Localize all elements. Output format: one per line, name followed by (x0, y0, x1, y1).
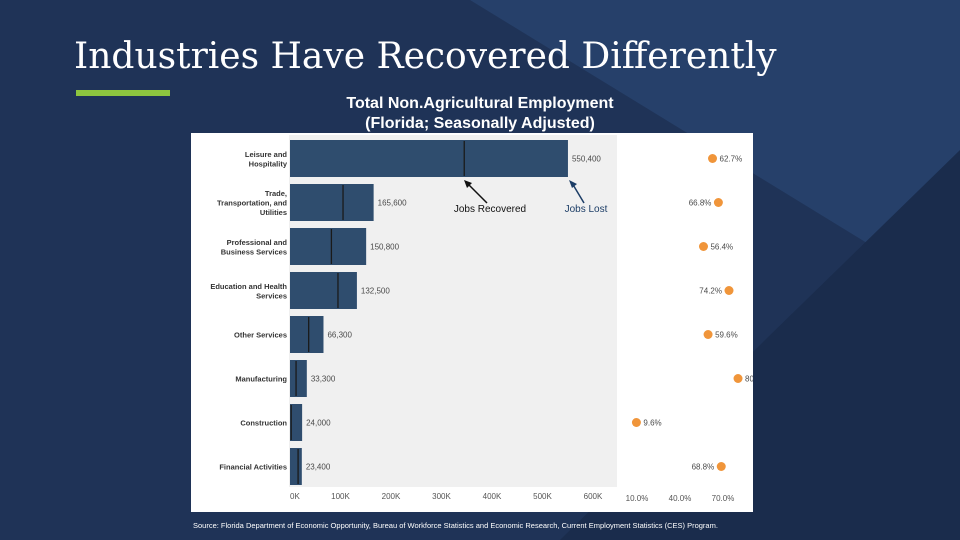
bars-layer (290, 140, 568, 485)
x-tick-label-1: 100K (331, 492, 350, 501)
category-label-0-1: Hospitality (249, 159, 288, 168)
category-label-1-0: Trade, (265, 189, 287, 198)
rate-tick-label-2: 70.0% (712, 494, 735, 503)
recovery-rate-label-2: 56.4% (710, 243, 733, 252)
bar-value-label-6: 24,000 (306, 419, 331, 428)
category-label-1-2: Utilities (260, 208, 287, 217)
bar-jobs-lost-4 (290, 316, 324, 353)
bar-value-label-7: 23,400 (306, 463, 331, 472)
x-tick-label-5: 500K (533, 492, 552, 501)
category-label-3-0: Education and Health (210, 282, 287, 291)
bar-jobs-lost-6 (290, 404, 303, 441)
recovery-rate-dot-0 (708, 154, 718, 163)
title-accent-bar (76, 90, 170, 96)
category-label-1-1: Transportation, and (217, 199, 287, 208)
recovery-rate-dot-6 (631, 418, 641, 427)
recovery-rate-dot-5 (733, 374, 743, 383)
category-label-3-1: Services (256, 291, 287, 300)
recovery-rate-label-3: 74.2% (699, 287, 722, 296)
recovery-rate-label-4: 59.6% (715, 331, 738, 340)
recovery-rate-dot-1 (713, 198, 723, 207)
category-label-5-0: Manufacturing (235, 375, 287, 384)
recovery-rate-label-6: 9.6% (643, 419, 661, 428)
jobs-recovered-arrow (466, 182, 488, 204)
slide-title: Industries Have Recovered Differently (74, 36, 777, 77)
jobs-recovered-arrowhead (464, 180, 472, 188)
bar-value-label-2: 150,800 (370, 243, 399, 252)
bar-value-label-0: 550,400 (572, 155, 601, 164)
source-note: Source: Florida Department of Economic O… (193, 521, 718, 530)
jobs-recovered-label: Jobs Recovered (454, 204, 526, 215)
category-label-4-0: Other Services (234, 331, 287, 340)
bar-jobs-lost-5 (290, 360, 307, 397)
chart-title-line-2: (Florida; Seasonally Adjusted) (365, 115, 595, 132)
x-tick-label-3: 300K (432, 492, 451, 501)
recovery-rate-dot-4 (703, 330, 713, 339)
x-tick-label-6: 600K (584, 492, 603, 501)
rate-tick-label-1: 40.0% (669, 494, 692, 503)
chart-title: Total Non.Agricultural Employment (Flori… (300, 94, 660, 134)
category-label-2-1: Business Services (221, 247, 287, 256)
chart-panel: 550,400 Leisure and Hospitality 165,600 Trad… (191, 133, 753, 512)
recovery-rate-dot-2 (698, 242, 708, 251)
jobs-lost-arrowhead (569, 180, 577, 188)
recovery-rate-dots: 62.7% 66.8% 56.4% 74.2% 59.6% 80.5% 9.6% 68.8% (631, 154, 753, 472)
category-label-7-0: Financial Activities (219, 463, 287, 472)
category-label-6-0: Construction (240, 419, 287, 428)
bar-value-label-4: 66,300 (327, 331, 352, 340)
jobs-lost-label: Jobs Lost (565, 204, 608, 215)
category-label-0-0: Leisure and (245, 150, 288, 159)
recovery-rate-label-0: 62.7% (720, 155, 743, 164)
x-tick-label-4: 400K (483, 492, 502, 501)
bar-jobs-lost-7 (290, 448, 302, 485)
x-tick-label-2: 200K (382, 492, 401, 501)
recovery-rate-label-7: 68.8% (692, 463, 715, 472)
bar-jobs-lost-3 (290, 272, 357, 309)
bar-jobs-lost-2 (290, 228, 367, 265)
bar-jobs-lost-1 (290, 184, 374, 221)
bar-value-label-1: 165,600 (378, 199, 407, 208)
bar-value-label-3: 132,500 (361, 287, 390, 296)
x-axis: 0K 100K 200K 300K 400K 500K 600K 10.0% 40.0% 70.0… (290, 492, 734, 503)
x-tick-label-0: 0K (290, 492, 300, 501)
annotations: Jobs Recovered Jobs Lost (454, 180, 608, 215)
rate-tick-label-0: 10.0% (626, 494, 649, 503)
bar-jobs-lost-0 (290, 140, 568, 177)
chart-title-line-1: Total Non.Agricultural Employment (346, 95, 614, 112)
recovery-rate-dot-7 (716, 462, 726, 471)
category-label-2-0: Professional and (227, 238, 288, 247)
recovery-rate-label-1: 66.8% (689, 199, 712, 208)
bar-value-label-5: 33,300 (311, 375, 336, 384)
recovery-rate-dot-3 (724, 286, 734, 295)
recovery-rate-label-5: 80.5% (745, 375, 753, 384)
